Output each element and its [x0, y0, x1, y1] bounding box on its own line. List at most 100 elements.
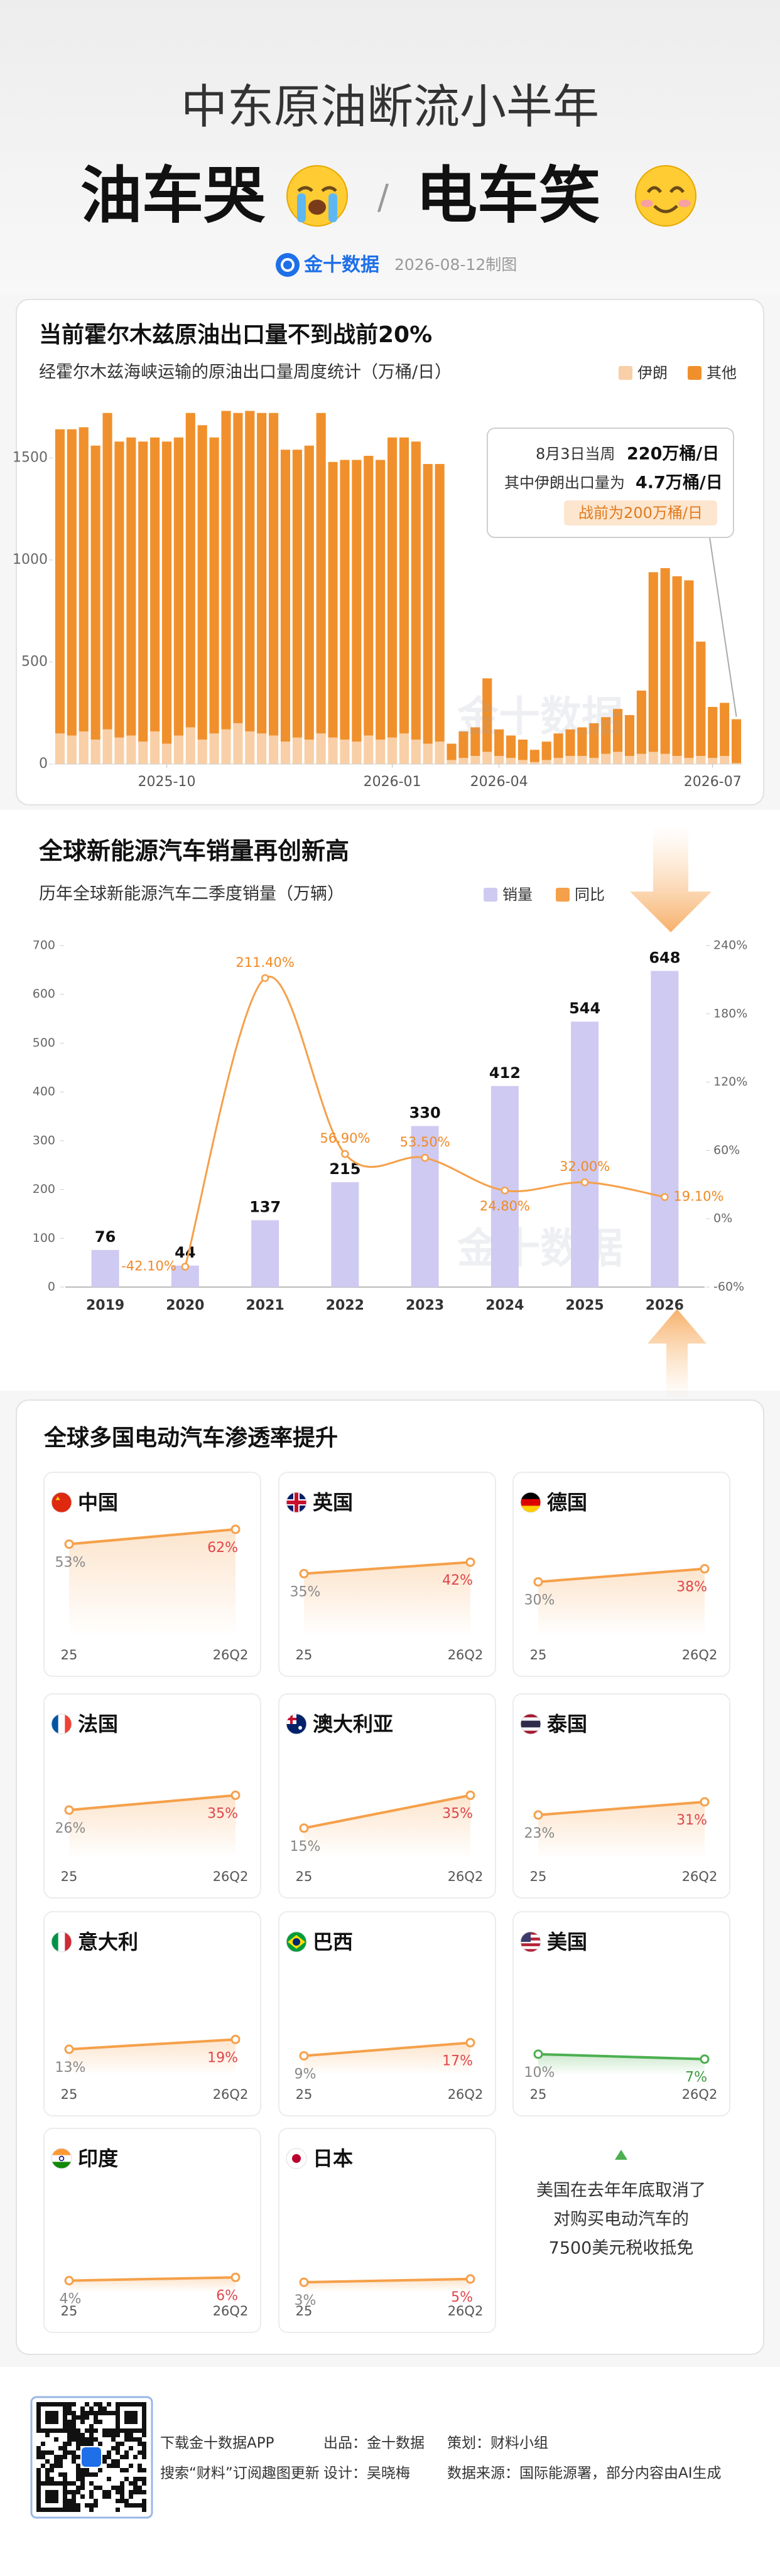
qr-module	[50, 2477, 54, 2481]
subchart-title: 中国	[78, 1490, 118, 1514]
eye	[297, 186, 313, 192]
chart-title: 全球新能源汽车销量再创新高	[38, 838, 349, 865]
qr-module	[129, 2415, 133, 2420]
note-text: 7500美元税收抵免	[549, 2239, 694, 2258]
qr-module	[107, 2464, 111, 2468]
line-point	[465, 2274, 475, 2284]
qr-module	[89, 2490, 94, 2494]
qr-module	[54, 2490, 58, 2494]
brand: 金十数据	[303, 254, 379, 276]
qr-module	[76, 2486, 80, 2490]
subchart-title: 德国	[547, 1490, 587, 1514]
y-tick-label: 0	[39, 756, 48, 772]
qr-module	[72, 2459, 76, 2464]
line-point	[341, 1150, 349, 1158]
line	[538, 1567, 705, 1583]
bar-segment	[328, 461, 338, 738]
qr-module	[58, 2472, 63, 2477]
qr-module	[76, 2472, 80, 2477]
qr-module	[36, 2508, 41, 2512]
bar-segment	[494, 755, 504, 764]
bar-segment	[352, 741, 362, 764]
qr-module	[58, 2428, 63, 2433]
flag-part	[286, 1718, 296, 1720]
qr-module	[63, 2428, 67, 2433]
data-label: 330	[409, 1104, 441, 1122]
qr-module	[80, 2437, 85, 2442]
flag-part	[51, 1932, 59, 1952]
tear	[328, 193, 337, 222]
y-tick-label: 1000	[13, 552, 48, 568]
line	[538, 1800, 705, 1816]
qr-module	[89, 2503, 94, 2508]
qr-module	[133, 2420, 138, 2424]
qr-module	[116, 2508, 120, 2512]
line-point	[181, 1263, 190, 1271]
data-label: 3%	[295, 2293, 317, 2309]
qr-module	[129, 2481, 133, 2486]
x-tick-label: 2023	[406, 1298, 444, 1313]
subchart-title: 日本	[313, 2147, 353, 2170]
qr-module	[107, 2490, 111, 2494]
qr-module	[116, 2442, 120, 2446]
annotation-value: 220万桶/日	[627, 445, 719, 464]
bar-segment	[340, 460, 350, 740]
line-point	[700, 2054, 710, 2064]
bar-segment	[435, 741, 445, 764]
bar-segment	[506, 735, 516, 758]
qr-module	[129, 2428, 133, 2433]
qr-module	[85, 2402, 89, 2406]
bar-segment	[173, 735, 183, 764]
line	[68, 1528, 236, 1546]
qr-module	[89, 2437, 94, 2442]
bar-segment	[577, 755, 587, 764]
bar-segment	[376, 460, 386, 740]
annotation-pill	[564, 500, 717, 525]
footer-text: 出品：金十数据	[323, 2435, 425, 2452]
qr-module	[89, 2472, 94, 2477]
bar-segment	[648, 752, 658, 764]
line	[303, 2041, 471, 2057]
bar-segment	[435, 464, 445, 742]
x-tick-label: 25	[61, 1869, 78, 1884]
bar-segment	[696, 641, 706, 756]
qr-module	[67, 2490, 72, 2494]
bar-segment	[114, 737, 124, 764]
bar-segment	[672, 755, 682, 764]
decor-arrow	[647, 1309, 707, 1399]
bar-segment	[280, 741, 291, 764]
qr-module	[129, 2420, 133, 2424]
qr-module	[50, 2490, 54, 2494]
qr-module	[142, 2503, 146, 2508]
bar	[251, 1220, 279, 1287]
legend-swatch	[556, 888, 570, 902]
bar-segment	[411, 441, 421, 740]
line	[303, 2277, 471, 2284]
qr-module	[58, 2446, 63, 2450]
qr-module	[80, 2406, 85, 2411]
footer-text: 数据来源：国际能源署，部分内容由AI生成	[447, 2466, 722, 2482]
qr-module	[98, 2468, 102, 2472]
data-label: 38%	[676, 1580, 707, 1595]
bar-segment	[209, 733, 219, 764]
x-tick-label: 25	[296, 2304, 313, 2319]
subchart-title: 巴西	[313, 1930, 353, 1954]
line-point	[64, 2044, 74, 2054]
bar-segment	[185, 727, 195, 764]
bar-segment	[209, 437, 219, 734]
data-label: 62%	[207, 1540, 238, 1556]
annotation-value: 4.7万桶/日	[636, 473, 723, 493]
qr-module	[36, 2450, 41, 2455]
qr-module	[116, 2411, 120, 2415]
qr-module	[107, 2402, 111, 2406]
bar-segment	[447, 760, 457, 764]
bar-segment	[636, 690, 646, 754]
legend-label: 同比	[575, 886, 605, 903]
bar-segment	[482, 752, 492, 764]
bar-segment	[245, 411, 255, 731]
bar-segment	[613, 709, 623, 752]
data-label: 4%	[60, 2292, 82, 2307]
qr-module	[50, 2411, 54, 2415]
bar	[571, 1021, 599, 1287]
qr-module	[54, 2459, 58, 2464]
